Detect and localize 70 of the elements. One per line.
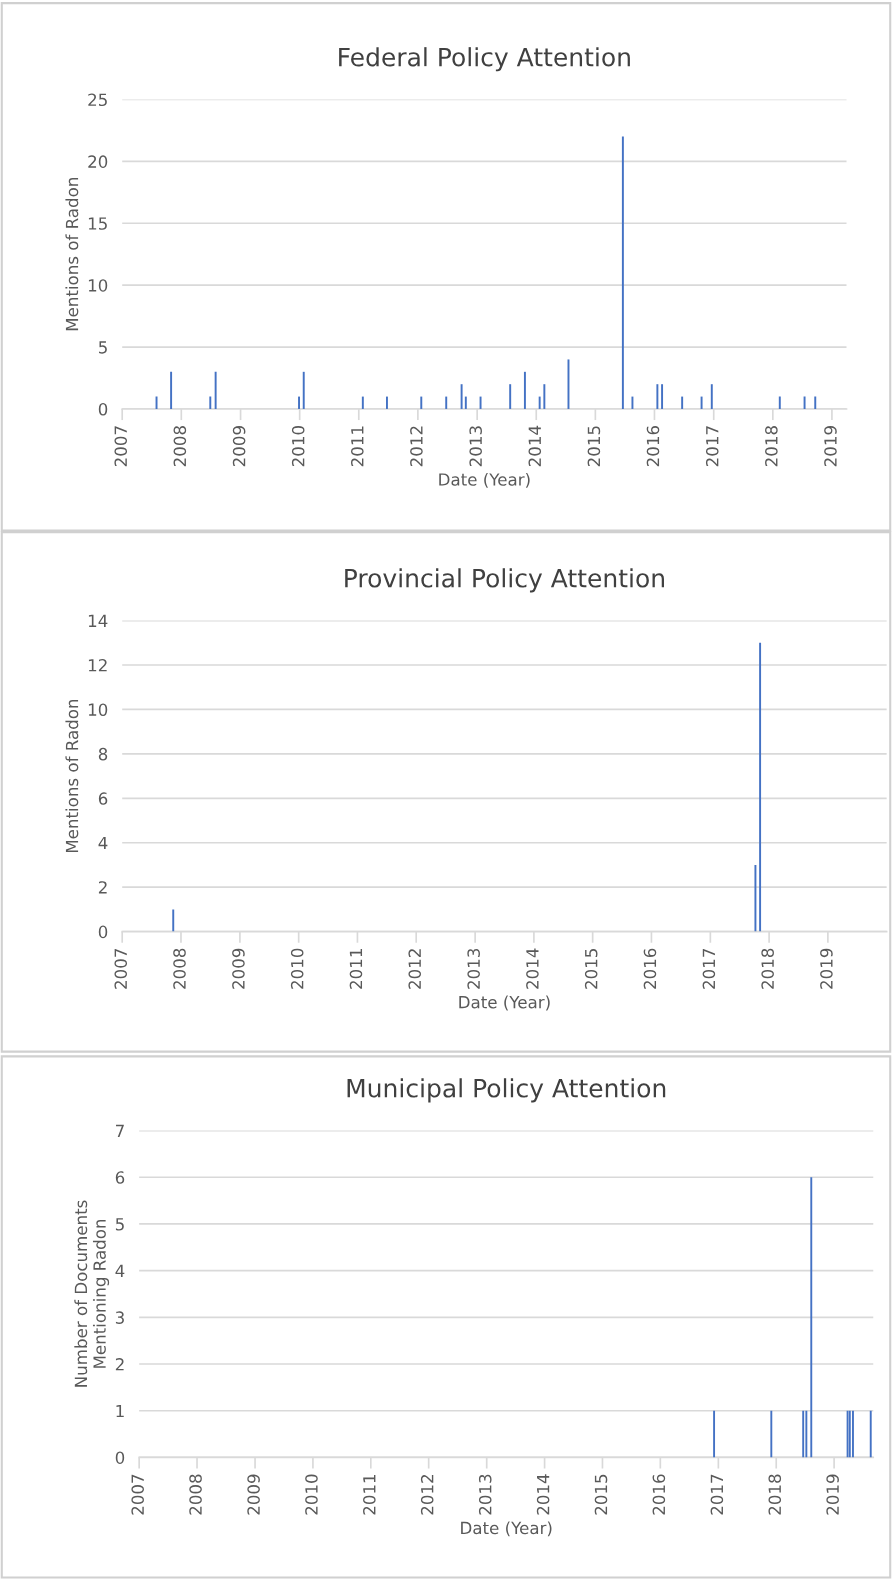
y-axis-title: Mentions of Radon	[65, 699, 79, 853]
y-tick-label: 2	[115, 1357, 124, 1371]
chart-title: Provincial Policy Attention	[345, 568, 664, 593]
y-tick-label: 5	[99, 341, 107, 354]
y-tick-label: 20	[88, 155, 108, 168]
y-tick-label: 8	[98, 747, 108, 761]
x-tick-label: 2010	[305, 1474, 318, 1515]
x-tick-label: 2019	[826, 1474, 839, 1515]
y-tick-label: 6	[115, 1171, 125, 1184]
y-axis-title: Mentions of Radon	[65, 178, 79, 331]
x-tick-label: 2009	[247, 1474, 260, 1515]
y-tick-label: 0	[98, 925, 108, 939]
chart-title: Municipal Policy Attention	[347, 1078, 666, 1103]
x-tick-label: 2010	[290, 948, 304, 989]
y-tick-label: 2	[98, 881, 107, 894]
x-axis-title: Date (Year)	[459, 995, 550, 1011]
x-tick-label: 2008	[173, 426, 187, 467]
x-tick-label: 2017	[705, 426, 719, 467]
x-tick-label: 2015	[587, 426, 601, 467]
x-tick-label: 2018	[765, 426, 778, 467]
y-tick-label: 3	[115, 1311, 124, 1324]
x-axis-title: Date (Year)	[461, 1521, 552, 1537]
x-tick-label: 2008	[173, 948, 186, 989]
x-tick-label: 2010	[291, 426, 305, 467]
y-tick-label: 10	[88, 279, 108, 292]
x-tick-label: 2013	[467, 948, 480, 989]
y-tick-label: 25	[88, 93, 107, 107]
y-tick-label: 0	[115, 1451, 125, 1464]
y-tick-label: 5	[115, 1218, 124, 1231]
x-tick-label: 2012	[408, 949, 422, 989]
y-tick-label: 7	[116, 1124, 124, 1137]
x-tick-label: 2013	[478, 1474, 492, 1515]
x-tick-label: 2017	[702, 949, 716, 989]
x-tick-label: 2012	[420, 1475, 434, 1515]
x-tick-label: 2016	[652, 1474, 666, 1515]
x-tick-label: 2018	[768, 1474, 782, 1515]
y-tick-label: 1	[116, 1404, 124, 1418]
y-axis-title: Number of Documents Mentioning Radon	[74, 1200, 110, 1387]
x-tick-label: 2015	[584, 949, 598, 989]
x-tick-label: 2016	[646, 425, 660, 467]
chart-title: Federal Policy Attention	[339, 47, 630, 72]
x-tick-label: 2007	[131, 1474, 144, 1515]
y-tick-label: 6	[98, 792, 108, 805]
x-axis-title: Date (Year)	[439, 472, 530, 488]
x-tick-label: 2019	[820, 948, 833, 989]
x-tick-label: 2017	[710, 1474, 724, 1515]
x-tick-label: 2007	[114, 949, 128, 989]
x-tick-label: 2009	[232, 426, 246, 467]
x-tick-label: 2014	[536, 1474, 550, 1515]
y-tick-label: 12	[88, 658, 107, 672]
x-tick-label: 2012	[410, 426, 423, 467]
y-tick-label: 15	[88, 217, 107, 230]
x-tick-label: 2015	[594, 1474, 608, 1515]
x-tick-label: 2008	[189, 1474, 202, 1515]
y-tick-label: 0	[98, 402, 108, 416]
x-tick-label: 2011	[349, 949, 363, 989]
x-tick-label: 2011	[351, 426, 364, 467]
x-tick-label: 2013	[469, 426, 482, 467]
x-tick-label: 2019	[824, 426, 837, 467]
x-tick-label: 2016	[643, 948, 657, 989]
x-tick-label: 2014	[526, 948, 539, 989]
x-tick-label: 2009	[232, 948, 245, 989]
x-tick-label: 2011	[363, 1474, 376, 1515]
y-tick-label: 4	[115, 1264, 125, 1277]
y-tick-label: 10	[88, 703, 108, 716]
y-tick-label: 14	[88, 614, 108, 627]
x-tick-label: 2007	[114, 426, 128, 467]
x-tick-label: 2018	[761, 948, 774, 989]
y-tick-label: 4	[98, 836, 108, 850]
x-tick-label: 2014	[528, 425, 542, 467]
